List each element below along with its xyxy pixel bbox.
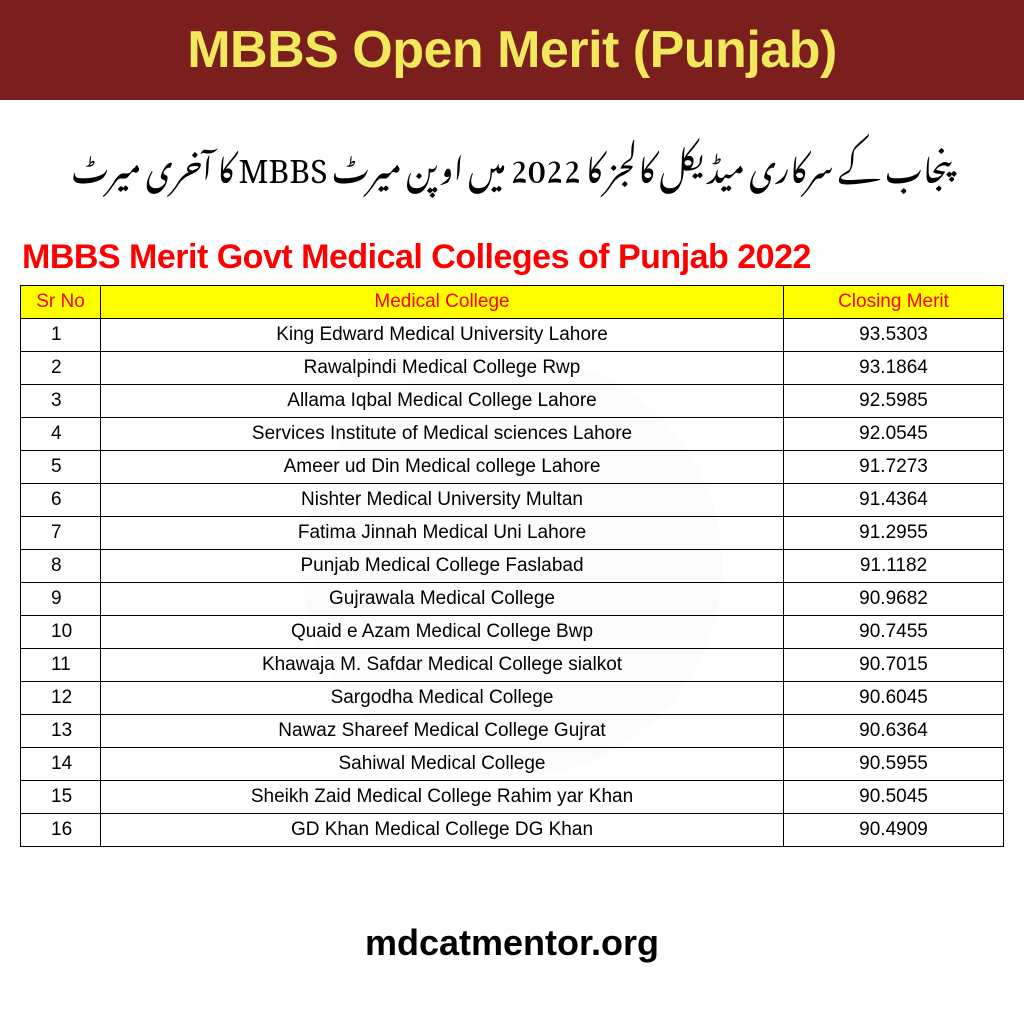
cell-sr: 10 <box>21 615 101 648</box>
table-row: 6Nishter Medical University Multan91.436… <box>21 483 1004 516</box>
table-row: 7Fatima Jinnah Medical Uni Lahore91.2955 <box>21 516 1004 549</box>
col-header-sr: Sr No <box>21 285 101 318</box>
col-header-college: Medical College <box>101 285 784 318</box>
cell-merit: 90.4909 <box>784 813 1004 846</box>
table-row: 10Quaid e Azam Medical College Bwp90.745… <box>21 615 1004 648</box>
cell-merit: 90.6364 <box>784 714 1004 747</box>
cell-merit: 90.5045 <box>784 780 1004 813</box>
cell-college: Gujrawala Medical College <box>101 582 784 615</box>
cell-college: Sheikh Zaid Medical College Rahim yar Kh… <box>101 780 784 813</box>
cell-sr: 9 <box>21 582 101 615</box>
table-header-row: Sr No Medical College Closing Merit <box>21 285 1004 318</box>
cell-sr: 2 <box>21 351 101 384</box>
cell-college: King Edward Medical University Lahore <box>101 318 784 351</box>
cell-sr: 13 <box>21 714 101 747</box>
cell-college: Khawaja M. Safdar Medical College sialko… <box>101 648 784 681</box>
cell-merit: 90.7015 <box>784 648 1004 681</box>
table-row: 1King Edward Medical University Lahore93… <box>21 318 1004 351</box>
cell-merit: 90.7455 <box>784 615 1004 648</box>
cell-college: Punjab Medical College Faslabad <box>101 549 784 582</box>
table-row: 3Allama Iqbal Medical College Lahore92.5… <box>21 384 1004 417</box>
cell-merit: 92.0545 <box>784 417 1004 450</box>
cell-merit: 91.1182 <box>784 549 1004 582</box>
cell-merit: 90.9682 <box>784 582 1004 615</box>
cell-merit: 91.7273 <box>784 450 1004 483</box>
table-row: 14Sahiwal Medical College90.5955 <box>21 747 1004 780</box>
cell-sr: 4 <box>21 417 101 450</box>
cell-sr: 16 <box>21 813 101 846</box>
cell-sr: 1 <box>21 318 101 351</box>
cell-college: Fatima Jinnah Medical Uni Lahore <box>101 516 784 549</box>
cell-sr: 6 <box>21 483 101 516</box>
cell-college: GD Khan Medical College DG Khan <box>101 813 784 846</box>
cell-sr: 14 <box>21 747 101 780</box>
table-row: 13Nawaz Shareef Medical College Gujrat90… <box>21 714 1004 747</box>
merit-table: Sr No Medical College Closing Merit 1Kin… <box>20 285 1004 847</box>
cell-sr: 8 <box>21 549 101 582</box>
subtitle-urdu: پنجاب کے سرکاری میڈیکل کالجز کا 2022 میں… <box>0 135 1024 193</box>
table-row: 9Gujrawala Medical College90.9682 <box>21 582 1004 615</box>
table-row: 12Sargodha Medical College90.6045 <box>21 681 1004 714</box>
cell-college: Rawalpindi Medical College Rwp <box>101 351 784 384</box>
table-row: 16GD Khan Medical College DG Khan90.4909 <box>21 813 1004 846</box>
cell-merit: 90.6045 <box>784 681 1004 714</box>
table-wrap: Sr No Medical College Closing Merit 1Kin… <box>20 285 1004 847</box>
cell-college: Allama Iqbal Medical College Lahore <box>101 384 784 417</box>
cell-sr: 3 <box>21 384 101 417</box>
cell-sr: 5 <box>21 450 101 483</box>
table-row: 11Khawaja M. Safdar Medical College sial… <box>21 648 1004 681</box>
cell-sr: 7 <box>21 516 101 549</box>
col-header-merit: Closing Merit <box>784 285 1004 318</box>
cell-college: Ameer ud Din Medical college Lahore <box>101 450 784 483</box>
cell-merit: 92.5985 <box>784 384 1004 417</box>
cell-merit: 90.5955 <box>784 747 1004 780</box>
cell-merit: 93.5303 <box>784 318 1004 351</box>
cell-merit: 93.1864 <box>784 351 1004 384</box>
banner: MBBS Open Merit (Punjab) <box>0 0 1024 100</box>
table-row: 15Sheikh Zaid Medical College Rahim yar … <box>21 780 1004 813</box>
cell-sr: 11 <box>21 648 101 681</box>
cell-college: Sahiwal Medical College <box>101 747 784 780</box>
table-row: 4Services Institute of Medical sciences … <box>21 417 1004 450</box>
cell-college: Services Institute of Medical sciences L… <box>101 417 784 450</box>
cell-college: Nawaz Shareef Medical College Gujrat <box>101 714 784 747</box>
table-row: 2Rawalpindi Medical College Rwp93.1864 <box>21 351 1004 384</box>
footer-url: mdcatmentor.org <box>0 922 1024 964</box>
cell-sr: 15 <box>21 780 101 813</box>
banner-title: MBBS Open Merit (Punjab) <box>187 20 837 80</box>
cell-college: Sargodha Medical College <box>101 681 784 714</box>
cell-college: Nishter Medical University Multan <box>101 483 784 516</box>
cell-merit: 91.4364 <box>784 483 1004 516</box>
table-row: 5Ameer ud Din Medical college Lahore91.7… <box>21 450 1004 483</box>
table-row: 8Punjab Medical College Faslabad91.1182 <box>21 549 1004 582</box>
cell-merit: 91.2955 <box>784 516 1004 549</box>
cell-college: Quaid e Azam Medical College Bwp <box>101 615 784 648</box>
cell-sr: 12 <box>21 681 101 714</box>
table-title: MBBS Merit Govt Medical Colleges of Punj… <box>22 238 1024 277</box>
